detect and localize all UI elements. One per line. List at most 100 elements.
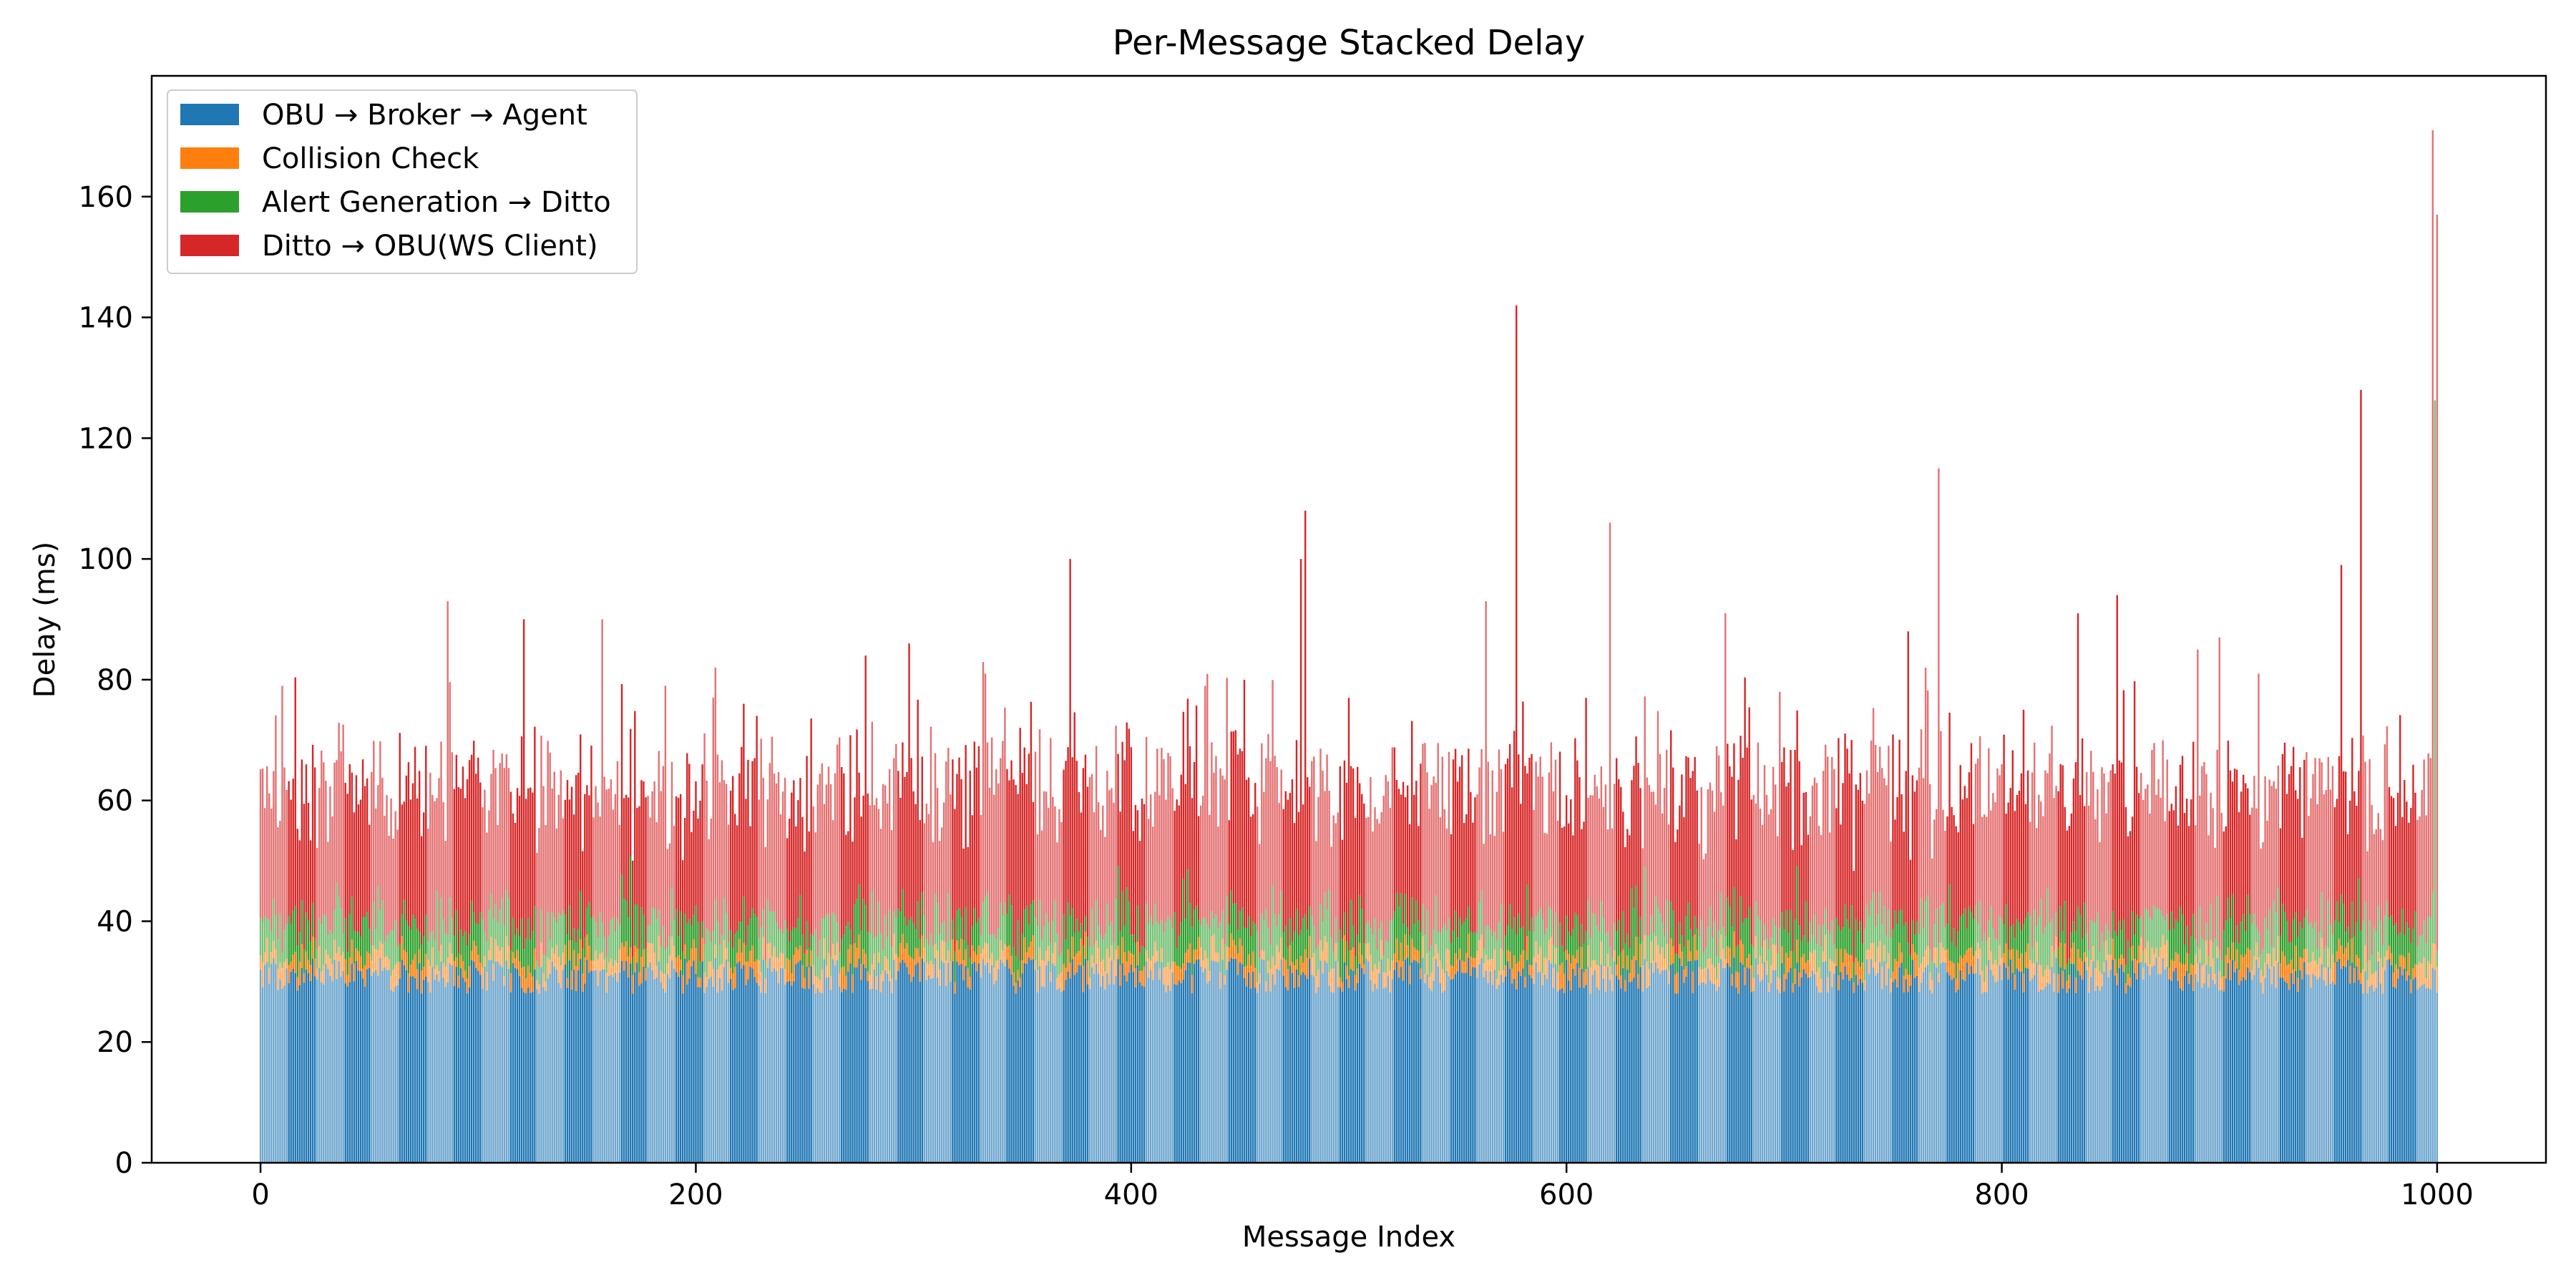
bar-segment xyxy=(434,940,436,969)
bar-segment xyxy=(1060,951,1063,972)
bar-segment xyxy=(562,818,565,911)
bar-stack xyxy=(2036,828,2038,1163)
bar-stack xyxy=(1829,832,1831,1163)
bar-segment xyxy=(1245,927,1248,966)
bar-segment xyxy=(2170,804,2173,912)
bar-segment xyxy=(1563,952,1566,974)
bar-stack xyxy=(845,834,847,1163)
bar-stack xyxy=(2203,761,2205,1163)
bar-stack xyxy=(1565,795,1568,1163)
bar-segment xyxy=(2356,806,2358,922)
bar-segment xyxy=(416,798,419,929)
bar-segment xyxy=(266,962,268,1163)
bar-segment xyxy=(2273,966,2275,1163)
bar-segment xyxy=(434,968,436,980)
bar-stack xyxy=(1572,835,1574,1163)
bar-segment xyxy=(2195,954,2197,975)
bar-segment xyxy=(447,935,449,958)
bar-segment xyxy=(810,718,812,935)
bar-segment xyxy=(893,758,895,912)
bar-segment xyxy=(723,898,726,941)
bar-stack xyxy=(1872,708,1875,1163)
bar-segment xyxy=(1328,791,1330,889)
bar-segment xyxy=(906,967,908,1163)
bar-segment xyxy=(2175,786,2177,920)
bar-segment xyxy=(342,933,344,952)
bar-segment xyxy=(1002,950,1004,963)
bar-segment xyxy=(1445,948,1448,971)
bar-segment xyxy=(1731,926,1733,975)
bar-segment xyxy=(982,662,985,902)
bar-segment xyxy=(1252,921,1254,952)
bar-segment xyxy=(888,981,891,1163)
bar-segment xyxy=(2085,771,2088,933)
bar-segment xyxy=(442,963,444,978)
bar-segment xyxy=(286,923,288,960)
bar-segment xyxy=(303,949,306,974)
bar-segment xyxy=(1080,938,1083,966)
bar-segment xyxy=(1415,781,1418,901)
bar-stack xyxy=(2207,835,2210,1163)
bar-segment xyxy=(1548,772,1551,907)
bar-stack xyxy=(1996,768,1999,1163)
bar-segment xyxy=(1820,979,1823,992)
bar-segment xyxy=(2127,985,2129,1163)
bar-segment xyxy=(394,965,396,987)
bar-segment xyxy=(1611,957,1614,975)
bar-stack xyxy=(856,729,858,1163)
bar-segment xyxy=(281,952,283,968)
bar-segment xyxy=(509,950,512,974)
bar-segment xyxy=(891,992,893,1163)
bar-segment xyxy=(1661,947,1664,971)
bar-segment xyxy=(1700,982,1702,1163)
bar-stack xyxy=(394,811,396,1163)
bar-segment xyxy=(270,931,273,952)
bar-segment xyxy=(405,775,408,921)
bar-segment xyxy=(2059,906,2062,943)
bar-stack xyxy=(444,840,447,1163)
bar-stack xyxy=(2262,841,2264,1163)
bar-segment xyxy=(1735,987,1737,1163)
bar-segment xyxy=(1748,907,1750,955)
bar-segment xyxy=(1215,962,1217,1163)
bar-segment xyxy=(1363,803,1365,944)
bar-segment xyxy=(2051,726,2053,919)
bar-segment xyxy=(882,950,884,971)
bar-segment xyxy=(799,778,801,895)
bar-segment xyxy=(2297,937,2299,978)
bar-segment xyxy=(775,971,778,1163)
bar-segment xyxy=(2185,952,2188,971)
bar-segment xyxy=(2120,930,2123,955)
bar-stack xyxy=(327,841,329,1163)
bar-stack xyxy=(2404,780,2406,1163)
bar-stack xyxy=(2247,788,2249,1163)
bar-segment xyxy=(514,958,517,968)
bar-segment xyxy=(2122,690,2125,920)
bar-segment xyxy=(2040,965,2042,990)
bar-stack xyxy=(612,809,615,1163)
bar-segment xyxy=(1293,823,1296,932)
bar-stack xyxy=(1809,816,1812,1163)
bar-segment xyxy=(756,917,758,960)
bar-segment xyxy=(2177,922,2180,955)
bar-segment xyxy=(288,965,290,983)
bar-stack xyxy=(1885,785,1888,1163)
bar-segment xyxy=(2342,904,2345,954)
bar-segment xyxy=(1687,902,1689,941)
bar-segment xyxy=(1955,992,1957,1163)
bar-segment xyxy=(475,774,477,924)
bar-stack xyxy=(1568,823,1570,1163)
bar-stack xyxy=(862,795,864,1163)
bar-stack xyxy=(2384,744,2386,1163)
bar-stack xyxy=(307,802,310,1163)
bar-segment xyxy=(525,938,527,979)
bar-segment xyxy=(2166,914,2168,940)
bar-segment xyxy=(1637,973,1639,989)
bar-segment xyxy=(288,781,290,916)
bar-stack xyxy=(407,762,410,1163)
bar-stack xyxy=(270,808,273,1163)
bar-segment xyxy=(1265,981,1267,992)
bar-stack xyxy=(403,801,406,1163)
bar-segment xyxy=(2401,817,2404,909)
bar-segment xyxy=(336,953,338,980)
